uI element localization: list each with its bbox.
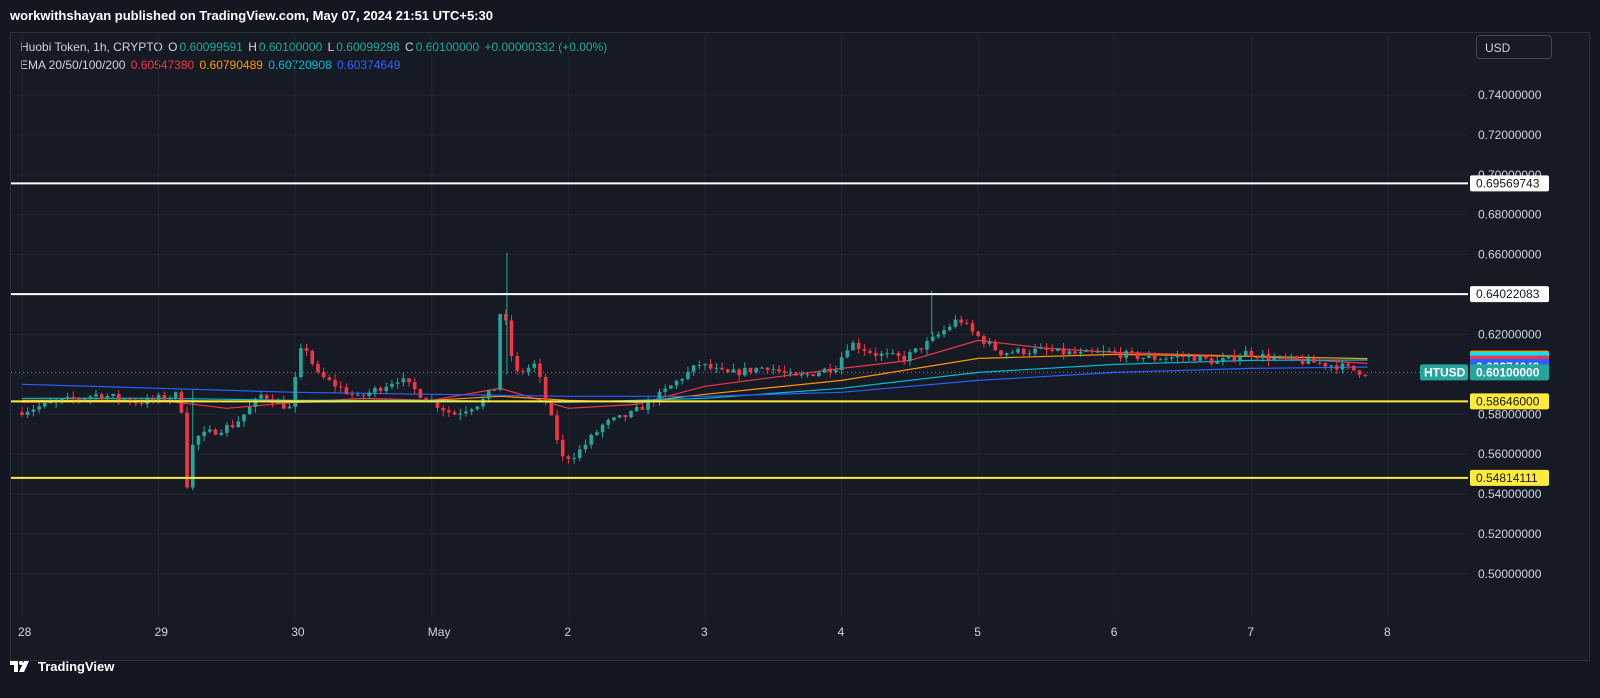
open-label: O xyxy=(168,40,178,54)
chart-frame[interactable] xyxy=(10,32,1590,661)
currency-button[interactable]: USD xyxy=(1476,35,1552,59)
high-label: H xyxy=(248,40,257,54)
publisher-line: workwithshayan published on TradingView.… xyxy=(10,8,493,23)
ema-title[interactable]: EMA 20/50/100/200 xyxy=(20,58,126,72)
ema-legend: EMA 20/50/100/200 0.60547380 0.60790489 … xyxy=(20,58,402,72)
high-value: 0.60100000 xyxy=(258,40,323,54)
open-value: 0.60099591 xyxy=(179,40,243,54)
close-label: C xyxy=(405,40,414,54)
tradingview-logo-icon xyxy=(10,661,29,672)
change-value: +0.00000332 (+0.00%) xyxy=(484,40,608,54)
ema20-value: 0.60547380 xyxy=(130,58,195,72)
close-value: 0.60100000 xyxy=(415,40,480,54)
symbol-title[interactable]: Huobi Token, 1h, CRYPTO xyxy=(20,40,163,54)
low-value: 0.60099298 xyxy=(336,40,400,54)
tradingview-brand: TradingView xyxy=(38,658,115,674)
ema100-value: 0.60720908 xyxy=(268,58,332,72)
ema200-value: 0.60374649 xyxy=(337,58,401,72)
ema50-value: 0.60790489 xyxy=(199,58,263,72)
tradingview-footer[interactable]: TradingView xyxy=(10,656,114,676)
low-label: L xyxy=(327,40,335,54)
symbol-legend: Huobi Token, 1h, CRYPTO O 0.60099591 H 0.6… xyxy=(20,40,609,54)
